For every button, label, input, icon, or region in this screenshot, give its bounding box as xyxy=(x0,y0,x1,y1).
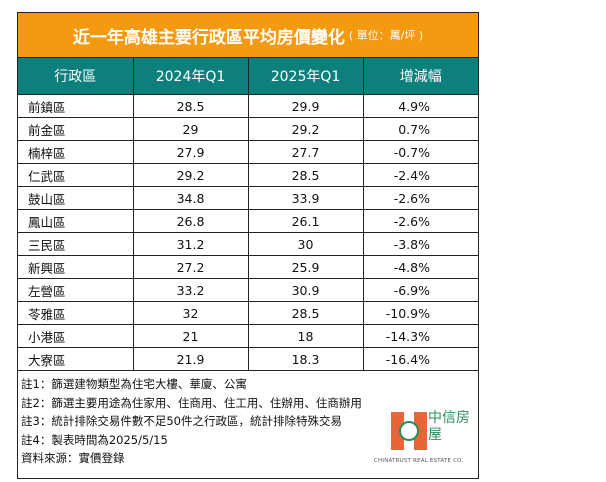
cell-2025q1: 27.7 xyxy=(247,140,364,164)
cell-district: 左營區 xyxy=(18,278,134,302)
cell-change: -2.6% xyxy=(362,186,478,210)
cell-2024q1: 31.2 xyxy=(132,232,249,256)
table-row: 前鎮區 28.5 29.9 4.9% xyxy=(18,94,478,118)
header-district: 行政區 xyxy=(18,58,134,95)
cell-2024q1: 32 xyxy=(132,301,249,325)
cell-2025q1: 29.2 xyxy=(247,117,364,141)
cell-2024q1: 33.2 xyxy=(132,278,249,302)
table-row: 楠梓區 27.9 27.7 -0.7% xyxy=(18,140,478,164)
logo-english: CHINATRUST REAL ESTATE CO. xyxy=(374,458,464,464)
cell-2024q1: 21 xyxy=(132,324,249,348)
table-row: 左營區 33.2 30.9 -6.9% xyxy=(18,278,478,302)
cell-district: 前鎮區 xyxy=(18,94,134,118)
cell-2025q1: 29.9 xyxy=(247,94,364,118)
cell-change: -2.4% xyxy=(362,163,478,187)
cell-change: -16.4% xyxy=(362,347,478,371)
table-row: 小港區 21 18 -14.3% xyxy=(18,324,478,348)
logo-chinese: 中信房屋 xyxy=(428,410,470,443)
cell-district: 三民區 xyxy=(18,232,134,256)
title-text: 近一年高雄主要行政區平均房價變化 xyxy=(72,27,345,48)
cell-2024q1: 27.2 xyxy=(132,255,249,279)
header-2025q1: 2025年Q1 xyxy=(247,58,364,95)
cell-2025q1: 33.9 xyxy=(247,186,364,210)
price-table: 行政區 2024年Q1 2025年Q1 增減幅 前鎮區 28.5 29.9 4.9% 前… xyxy=(18,58,478,371)
table-row: 鳳山區 26.8 26.1 -2.6% xyxy=(18,209,478,233)
cell-2025q1: 30.9 xyxy=(247,278,364,302)
cell-2024q1: 29 xyxy=(132,117,249,141)
table-row: 新興區 27.2 25.9 -4.8% xyxy=(18,255,478,279)
table-row: 仁武區 29.2 28.5 -2.4% xyxy=(18,163,478,187)
header-row: 行政區 2024年Q1 2025年Q1 增減幅 xyxy=(18,58,478,95)
cell-district: 大寮區 xyxy=(18,347,134,371)
cell-2024q1: 29.2 xyxy=(132,163,249,187)
table-row: 三民區 31.2 30 -3.8% xyxy=(18,232,478,256)
cell-2025q1: 25.9 xyxy=(247,255,364,279)
cell-change: -3.8% xyxy=(362,232,478,256)
cell-district: 鼓山區 xyxy=(18,186,134,210)
cell-district: 鳳山區 xyxy=(18,209,134,233)
cell-2025q1: 28.5 xyxy=(247,163,364,187)
cell-2025q1: 18.3 xyxy=(247,347,364,371)
cell-change: -4.8% xyxy=(362,255,478,279)
table-row: 大寮區 21.9 18.3 -16.4% xyxy=(18,347,478,371)
note-3: 註3：統計排除交易件數不足50件之行政區，統計排除特殊交易 xyxy=(21,414,342,428)
table-row: 前金區 29 29.2 0.7% xyxy=(18,117,478,141)
table-row: 鼓山區 34.8 33.9 -2.6% xyxy=(18,186,478,210)
note-4: 註4：製表時間為2025/5/15 xyxy=(21,432,168,447)
header-change: 增減幅 xyxy=(362,58,478,95)
cell-change: -14.3% xyxy=(362,324,478,348)
globe-icon xyxy=(399,421,419,441)
cell-2025q1: 30 xyxy=(247,232,364,256)
cell-2025q1: 28.5 xyxy=(247,301,364,325)
cell-district: 苓雅區 xyxy=(18,301,134,325)
unit-label: ( 單位：萬/坪 ) xyxy=(348,29,424,42)
header-2024q1: 2024年Q1 xyxy=(132,58,249,95)
cell-2024q1: 27.9 xyxy=(132,140,249,164)
notes-section: 註1：篩選建物類型為住宅大樓、華廈、公寓 註2：篩選主要用途為住家用、住商用、住… xyxy=(18,371,478,478)
cell-2025q1: 18 xyxy=(247,324,364,348)
cell-district: 新興區 xyxy=(18,255,134,279)
cell-2024q1: 21.9 xyxy=(132,347,249,371)
note-2: 註2：篩選主要用途為住家用、住商用、住工用、住辦用、住商辦用 xyxy=(21,395,362,410)
cell-2025q1: 26.1 xyxy=(247,209,364,233)
cell-district: 楠梓區 xyxy=(18,140,134,164)
cell-2024q1: 28.5 xyxy=(132,94,249,118)
cell-change: -0.7% xyxy=(362,140,478,164)
cell-change: -10.9% xyxy=(362,301,478,325)
data-source: 資料來源：實價登錄 xyxy=(21,451,125,465)
cell-change: 4.9% xyxy=(362,94,478,118)
cell-change: -6.9% xyxy=(362,278,478,302)
table-title: 近一年高雄主要行政區平均房價變化 ( 單位：萬/坪 ) xyxy=(18,13,478,58)
chinatrust-logo: 中信房屋 CHINATRUST REAL ESTATE CO. xyxy=(374,410,470,464)
cell-district: 仁武區 xyxy=(18,163,134,187)
price-table-card: 近一年高雄主要行政區平均房價變化 ( 單位：萬/坪 ) 行政區 2024年Q1 … xyxy=(17,12,479,479)
cell-change: 0.7% xyxy=(362,117,478,141)
cell-change: -2.6% xyxy=(362,209,478,233)
note-1: 註1：篩選建物類型為住宅大樓、華廈、公寓 xyxy=(21,377,247,391)
table-row: 苓雅區 32 28.5 -10.9% xyxy=(18,301,478,325)
cell-2024q1: 26.8 xyxy=(132,209,249,233)
cell-district: 前金區 xyxy=(18,117,134,141)
cell-district: 小港區 xyxy=(18,324,134,348)
cell-2024q1: 34.8 xyxy=(132,186,249,210)
